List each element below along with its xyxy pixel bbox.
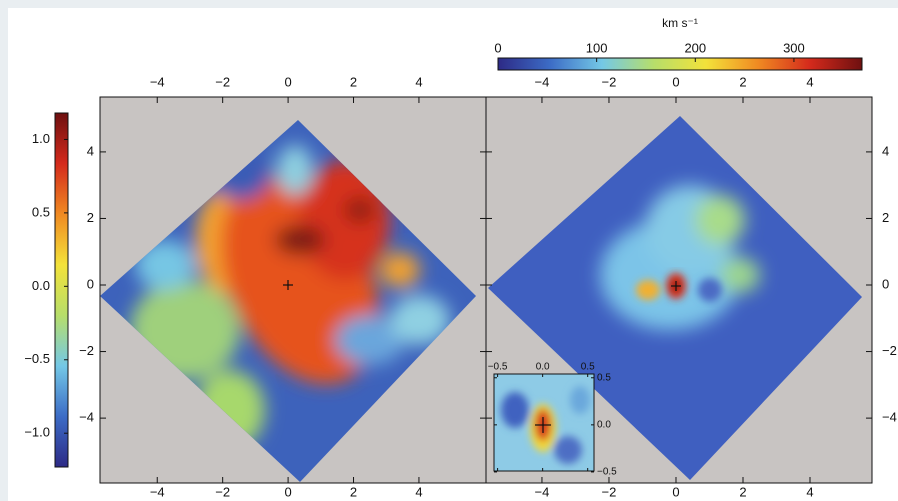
inset-map: [494, 374, 594, 471]
colorbar-label: km s⁻¹: [662, 16, 698, 30]
x-tick-label: −2: [602, 484, 617, 499]
colorbar: [55, 113, 68, 467]
x-tick-label: 2: [739, 484, 746, 499]
colorbar-tick-label: 0: [494, 40, 501, 55]
x-tick-label: −4: [535, 74, 550, 89]
x-tick-label: −4: [150, 484, 165, 499]
colorbar-tick-label: −1.0: [24, 425, 50, 440]
colorbar-tick-label: 0.0: [32, 278, 50, 293]
y-tick-label: 0.5: [597, 372, 611, 383]
x-tick-label: 0: [672, 484, 679, 499]
y-tick-label: 4: [882, 143, 889, 158]
y-tick-label: 0.0: [597, 419, 611, 430]
colorbar-tick-label: 100: [586, 40, 608, 55]
x-tick-label: −0.5: [488, 362, 508, 373]
y-tick-label: −4: [882, 410, 897, 425]
colorbar: [498, 58, 862, 70]
x-tick-label: 4: [415, 484, 422, 499]
x-tick-label: −2: [215, 74, 230, 89]
colorbar-tick-label: 0.5: [32, 204, 50, 219]
x-tick-label: 4: [806, 484, 813, 499]
colorbar-tick-label: 1.0: [32, 131, 50, 146]
y-tick-label: −2: [79, 343, 94, 358]
x-tick-label: −4: [535, 484, 550, 499]
x-tick-label: 0: [284, 74, 291, 89]
x-tick-label: 0: [284, 484, 291, 499]
x-tick-label: 2: [350, 74, 357, 89]
y-tick-label: 4: [87, 143, 94, 158]
x-tick-label: 2: [350, 484, 357, 499]
y-tick-label: 0: [87, 276, 94, 291]
x-tick-label: −2: [215, 484, 230, 499]
y-tick-label: 2: [882, 210, 889, 225]
x-tick-label: 0: [672, 74, 679, 89]
x-tick-label: 4: [806, 74, 813, 89]
colorbar-tick-label: 200: [684, 40, 706, 55]
y-tick-label: 2: [87, 210, 94, 225]
x-tick-label: 0.5: [581, 362, 595, 373]
y-tick-label: −0.5: [597, 467, 617, 478]
x-tick-label: 4: [415, 74, 422, 89]
colorbar-tick-label: −0.5: [24, 351, 50, 366]
x-tick-label: −4: [150, 74, 165, 89]
figure: −1.0−0.50.00.51.00100200300km s⁻¹−4−4−2−…: [0, 0, 898, 501]
y-tick-label: 0: [882, 276, 889, 291]
x-tick-label: 0.0: [536, 362, 550, 373]
x-tick-label: 2: [739, 74, 746, 89]
colorbar-tick-label: 300: [783, 40, 805, 55]
x-tick-label: −2: [602, 74, 617, 89]
y-tick-label: −4: [79, 410, 94, 425]
y-tick-label: −2: [882, 343, 897, 358]
